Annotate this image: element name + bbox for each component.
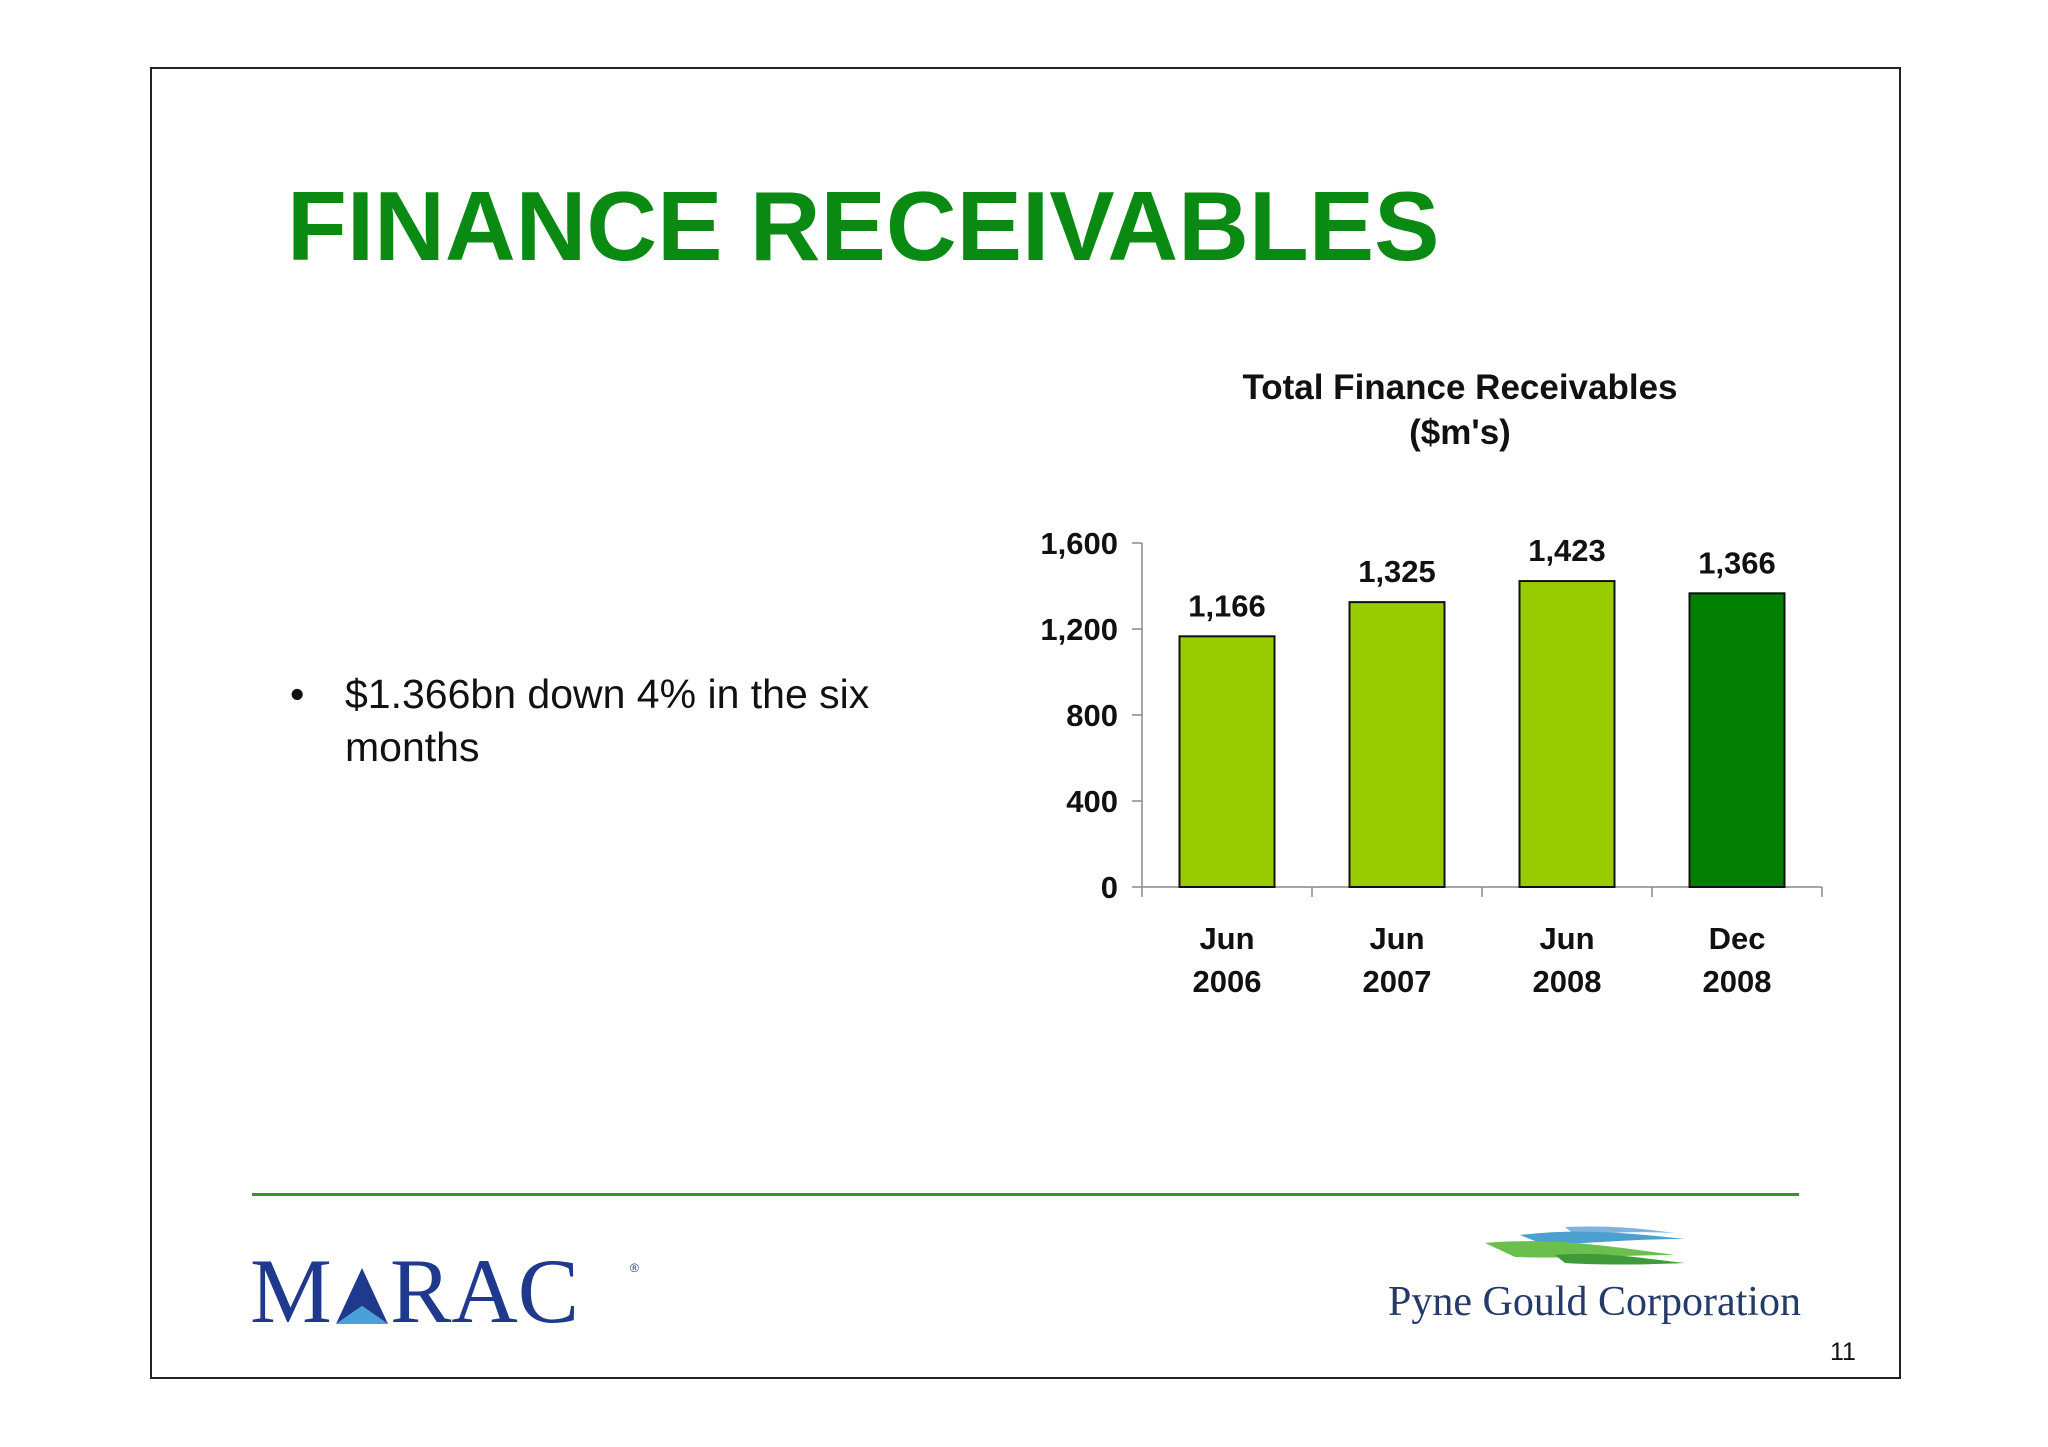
chart-subtitle: ($m's): [1409, 413, 1511, 452]
x-tick-label: 2008: [1533, 964, 1602, 999]
data-label: 1,325: [1358, 554, 1436, 589]
slide-title: FINANCE RECEIVABLES: [287, 171, 1440, 281]
bullet-text: $1.366bn down 4% in the six months: [345, 671, 870, 770]
x-tick-label: 2007: [1363, 964, 1432, 999]
y-tick-label: 400: [1066, 784, 1118, 819]
svg-text:M: M: [250, 1248, 332, 1338]
x-tick-label: 2008: [1703, 964, 1772, 999]
y-tick-label: 800: [1066, 698, 1118, 733]
bullet-icon: •: [290, 671, 305, 717]
data-label: 1,166: [1188, 588, 1266, 623]
marac-logo-text: RAC: [390, 1248, 579, 1338]
pgc-swoosh-icon: [1485, 1226, 1685, 1265]
x-tick-label: Jun: [1369, 921, 1424, 956]
marac-logo: M RAC ®: [250, 1248, 639, 1338]
y-tick-label: 1,200: [1040, 612, 1118, 647]
footer-divider: [252, 1193, 1799, 1196]
x-tick-label: Dec: [1709, 921, 1766, 956]
y-tick-label: 1,600: [1040, 526, 1118, 561]
bar: [1518, 580, 1616, 888]
chart-title: Total Finance Receivables: [1242, 368, 1678, 407]
bar: [1348, 601, 1446, 888]
bar: [1178, 635, 1276, 888]
data-label: 1,423: [1528, 533, 1606, 568]
svg-text:®: ®: [630, 1261, 639, 1275]
bar: [1688, 592, 1786, 888]
bar-chart: 0 400 800 1,200 1,600 1,166 Jun 2006 1,325 Jun 200…: [1040, 526, 1823, 999]
x-tick-label: Jun: [1539, 921, 1594, 956]
page-number: 11: [1830, 1338, 1856, 1366]
data-label: 1,366: [1698, 545, 1776, 580]
pgc-logo-text: Pyne Gould Corporation: [1388, 1279, 1801, 1325]
y-tick-label: 0: [1101, 870, 1118, 905]
x-tick-label: 2006: [1193, 964, 1262, 999]
x-tick-label: Jun: [1199, 921, 1254, 956]
